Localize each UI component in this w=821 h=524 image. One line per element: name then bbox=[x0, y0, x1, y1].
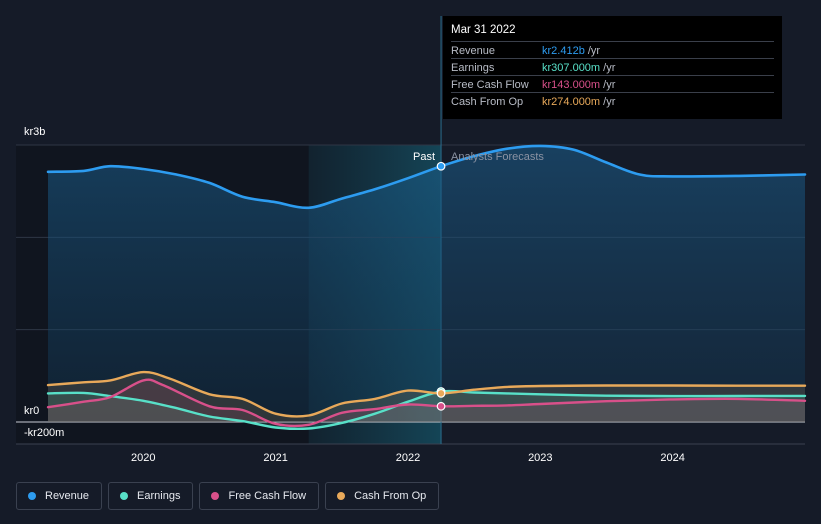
legend-label: Cash From Op bbox=[354, 490, 427, 502]
free-cash-flow-dot-icon bbox=[211, 492, 220, 500]
y-label-bottom: -kr200m bbox=[24, 427, 64, 439]
cash-from-op-dot-icon bbox=[337, 492, 346, 500]
tooltip-value: kr274.000m /yr bbox=[542, 96, 615, 108]
tooltip-value-number: kr307.000m bbox=[542, 62, 601, 74]
x-tick-label: 2023 bbox=[528, 452, 552, 464]
past-label: Past bbox=[413, 151, 435, 163]
legend-item-cash-from-op[interactable]: Cash From Op bbox=[325, 482, 440, 510]
legend: Revenue Earnings Free Cash Flow Cash Fro… bbox=[16, 482, 440, 512]
revenue-area bbox=[48, 145, 805, 423]
tooltip-row-cfo: Cash From Op kr274.000m /yr bbox=[451, 92, 774, 110]
tooltip-unit: /yr bbox=[584, 45, 601, 57]
tooltip-label: Revenue bbox=[451, 45, 496, 57]
cash-from-op-line bbox=[46, 370, 807, 418]
cash-from-op-marker bbox=[436, 388, 446, 398]
revenue-line bbox=[46, 144, 807, 210]
revenue-dot-icon bbox=[28, 492, 36, 500]
tooltip-value: kr143.000m /yr bbox=[542, 79, 615, 91]
y-label-top: kr3b bbox=[24, 126, 45, 138]
tooltip-value: kr307.000m /yr bbox=[542, 62, 615, 74]
tooltip-unit: /yr bbox=[600, 96, 616, 108]
tooltip-value: kr2.412b /yr bbox=[542, 45, 600, 57]
free-cash-flow-marker bbox=[436, 401, 446, 411]
revenue-marker bbox=[436, 161, 446, 171]
tooltip-value-number: kr143.000m bbox=[542, 79, 601, 91]
tooltip-label: Earnings bbox=[451, 62, 495, 74]
legend-item-earnings[interactable]: Earnings bbox=[108, 482, 194, 510]
tooltip-row-earnings: Earnings kr307.000m /yr bbox=[451, 58, 774, 76]
free-cash-flow-area bbox=[48, 379, 805, 426]
tooltip-value-number: kr2.412b bbox=[542, 45, 585, 57]
x-tick-label: 2024 bbox=[660, 452, 684, 464]
tooltip-date: Mar 31 2022 bbox=[451, 24, 516, 36]
x-tick-label: 2021 bbox=[263, 452, 287, 464]
legend-label: Revenue bbox=[45, 490, 90, 502]
tooltip-label: Free Cash Flow bbox=[451, 79, 529, 91]
tooltip-unit: /yr bbox=[600, 62, 616, 74]
tooltip-value-number: kr274.000m bbox=[542, 96, 601, 108]
tooltip-row-revenue: Revenue kr2.412b /yr bbox=[451, 41, 774, 59]
y-label-zero: kr0 bbox=[24, 405, 39, 417]
earnings-line bbox=[46, 389, 807, 431]
legend-label: Earnings bbox=[137, 490, 181, 502]
tooltip-label: Cash From Op bbox=[451, 96, 524, 108]
tooltip: Mar 31 2022 Revenue kr2.412b /yr Earning… bbox=[443, 16, 782, 119]
legend-item-free-cash-flow[interactable]: Free Cash Flow bbox=[199, 482, 320, 510]
x-tick-label: 2020 bbox=[131, 452, 155, 464]
legend-item-revenue[interactable]: Revenue bbox=[16, 482, 103, 510]
x-tick-label: 2022 bbox=[396, 452, 420, 464]
legend-label: Free Cash Flow bbox=[228, 490, 307, 502]
free-cash-flow-line bbox=[46, 378, 807, 428]
tooltip-unit: /yr bbox=[600, 79, 616, 91]
earnings-dot-icon bbox=[120, 492, 129, 500]
tooltip-row-fcf: Free Cash Flow kr143.000m /yr bbox=[451, 75, 774, 93]
forecast-label: Analysts Forecasts bbox=[451, 151, 544, 163]
